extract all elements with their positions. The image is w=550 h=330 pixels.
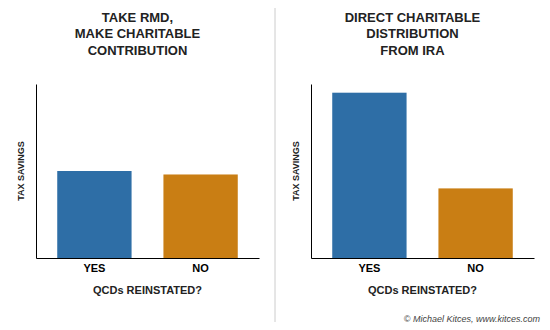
x-tick: NO [467,262,484,274]
y-axis-line [36,85,37,259]
plot-area: YES NO QCDs REINSTATED? TAX SAVINGS [16,85,260,297]
plot-area: YES NO QCDs REINSTATED? TAX SAVINGS [291,85,535,297]
x-tick: NO [192,262,209,274]
x-axis-line [312,258,535,259]
x-tick-label: NO [467,262,484,274]
title-line: DIRECT CHARITABLE [345,10,481,25]
chart-root: TAKE RMD,MAKE CHARITABLE CONTRIBUTION YES N… [0,0,550,330]
panel: DIRECT CHARITABLEDISTRIBUTION FROM IRA YES… [291,10,540,324]
bar [438,188,512,258]
y-axis [311,85,312,259]
title-line: CONTRIBUTION [88,43,188,58]
y-axis-title: TAX SAVINGS [291,141,301,201]
x-axis-title: QCDs REINSTATED? [93,284,202,296]
title: TAKE RMD,MAKE CHARITABLE CONTRIBUTION [75,10,201,58]
x-axis: YES NO [312,259,535,274]
panel: TAKE RMD,MAKE CHARITABLE CONTRIBUTION YES N… [16,10,260,296]
title-line: FROM IRA [380,43,445,58]
x-tick-label: YES [83,262,105,274]
bar [57,171,131,258]
x-tick: YES [358,262,380,274]
divider [275,8,276,322]
title-line: TAKE RMD, [102,10,173,25]
annotation: © Michael Kitces, www.kitces.com [404,314,541,324]
bars [332,93,513,258]
x-tick-label: YES [358,262,380,274]
y-axis-line [311,85,312,259]
y-axis-title: TAX SAVINGS [16,141,26,201]
bar [332,93,406,258]
x-tick: YES [83,262,105,274]
x-tick-label: NO [192,262,209,274]
x-axis-title: QCDs REINSTATED? [368,284,477,296]
title: DIRECT CHARITABLEDISTRIBUTION FROM IRA [345,10,481,58]
bars [57,171,238,258]
title-line: MAKE CHARITABLE [75,26,201,41]
title-line: DISTRIBUTION [366,26,458,41]
y-axis [36,85,37,259]
bar [163,174,237,258]
x-axis-line [37,258,260,259]
x-axis: YES NO [37,259,260,274]
